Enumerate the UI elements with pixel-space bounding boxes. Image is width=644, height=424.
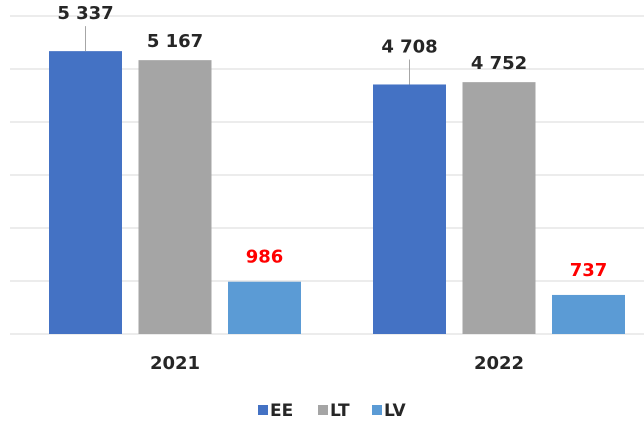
data-label: 4 752 [471, 53, 527, 74]
legend-swatch [318, 405, 328, 415]
data-label: 986 [246, 247, 284, 268]
legend-swatch [372, 405, 382, 415]
bar [373, 84, 446, 334]
bar [552, 294, 625, 334]
legend-label: EE [270, 401, 293, 421]
legend-swatch [258, 405, 268, 415]
legend-label: LT [330, 401, 350, 421]
data-label: 5 167 [147, 31, 203, 52]
data-label: 5 337 [57, 3, 113, 24]
bar [138, 60, 212, 335]
bar [462, 82, 536, 334]
data-label: 4 708 [381, 36, 437, 57]
x-tick-label: 2021 [150, 353, 200, 374]
bar [228, 281, 301, 334]
x-tick-label: 2022 [474, 353, 524, 374]
data-label: 737 [570, 260, 608, 281]
bar [49, 51, 122, 334]
legend-label: LV [384, 401, 406, 421]
